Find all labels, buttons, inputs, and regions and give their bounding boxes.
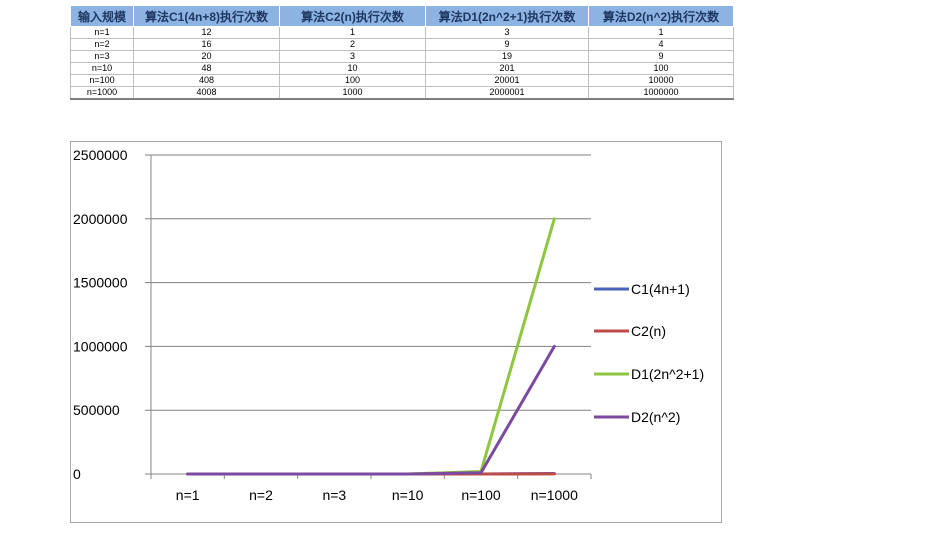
table-cell: 2: [279, 38, 426, 51]
table-cell: n=100: [70, 74, 134, 87]
table-cell: 2000001: [425, 86, 589, 100]
table-cell: 1: [588, 26, 734, 39]
table-cell: 12: [133, 26, 280, 39]
y-tick-label: 2000000: [73, 211, 128, 227]
table-cell: n=2: [70, 38, 134, 51]
legend-label: C1(4n+1): [631, 281, 690, 297]
legend-label: D2(n^2): [631, 409, 680, 425]
header-cell: 算法C1(4n+8)执行次数: [133, 5, 280, 27]
legend-label: C2(n): [631, 323, 666, 339]
table-cell: 10000: [588, 74, 734, 87]
table-row: n=1 12 1 3 1: [70, 26, 734, 39]
table-row: n=1000 4008 1000 2000001 1000000: [70, 86, 734, 100]
chart-area: 0 500000 1000000 1500000 2000000 2500000 n=1 n=…: [70, 141, 722, 523]
table-cell: 16: [133, 38, 280, 51]
table-cell: 10: [279, 62, 426, 75]
table-cell: n=3: [70, 50, 134, 63]
table-cell: 20001: [425, 74, 589, 87]
table-cell: 408: [133, 74, 280, 87]
table-cell: 4: [588, 38, 734, 51]
table-cell: 1000: [279, 86, 426, 100]
table-cell: 1000000: [588, 86, 734, 100]
table-cell: 48: [133, 62, 280, 75]
table-cell: 19: [425, 50, 589, 63]
y-tick-label: 1000000: [73, 338, 128, 354]
y-tick-label: 1500000: [73, 275, 128, 291]
table-cell: 3: [279, 50, 426, 63]
table-cell: 9: [425, 38, 589, 51]
line-chart: 0 500000 1000000 1500000 2000000 2500000 n=1 n=…: [73, 147, 704, 503]
table-cell: 1: [279, 26, 426, 39]
table-cell: 9: [588, 50, 734, 63]
table-cell: 4008: [133, 86, 280, 100]
header-cell: 输入规模: [70, 5, 134, 27]
x-tick-label: n=2: [249, 487, 273, 503]
x-tick-label: n=3: [322, 487, 346, 503]
x-tick-label: n=100: [461, 487, 501, 503]
table-cell: 100: [279, 74, 426, 87]
header-cell: 算法D2(n^2)执行次数: [588, 5, 734, 27]
y-tick-label: 500000: [73, 402, 120, 418]
table-row: n=2 16 2 9 4: [70, 38, 734, 51]
table-cell: 201: [425, 62, 589, 75]
table-cell: 3: [425, 26, 589, 39]
legend-label: D1(2n^2+1): [631, 366, 704, 382]
header-cell: 算法D1(2n^2+1)执行次数: [425, 5, 589, 27]
data-table: 输入规模 算法C1(4n+8)执行次数 算法C2(n)执行次数 算法D1(2n^…: [70, 5, 734, 100]
x-tick-label: n=1: [176, 487, 200, 503]
y-tick-label: 0: [73, 466, 81, 482]
table-row: n=100 408 100 20001 10000: [70, 74, 734, 87]
y-tick-label: 2500000: [73, 147, 128, 163]
table-header-row: 输入规模 算法C1(4n+8)执行次数 算法C2(n)执行次数 算法D1(2n^…: [70, 5, 734, 27]
table-cell: 100: [588, 62, 734, 75]
x-tick-label: n=10: [392, 487, 424, 503]
series-line: [186, 344, 556, 476]
x-tick-label: n=1000: [531, 487, 578, 503]
header-cell: 算法C2(n)执行次数: [279, 5, 426, 27]
table-cell: n=10: [70, 62, 134, 75]
table-cell: n=1: [70, 26, 134, 39]
table-row: n=3 20 3 19 9: [70, 50, 734, 63]
table-row: n=10 48 10 201 100: [70, 62, 734, 75]
table-cell: 20: [133, 50, 280, 63]
table-cell: n=1000: [70, 86, 134, 100]
